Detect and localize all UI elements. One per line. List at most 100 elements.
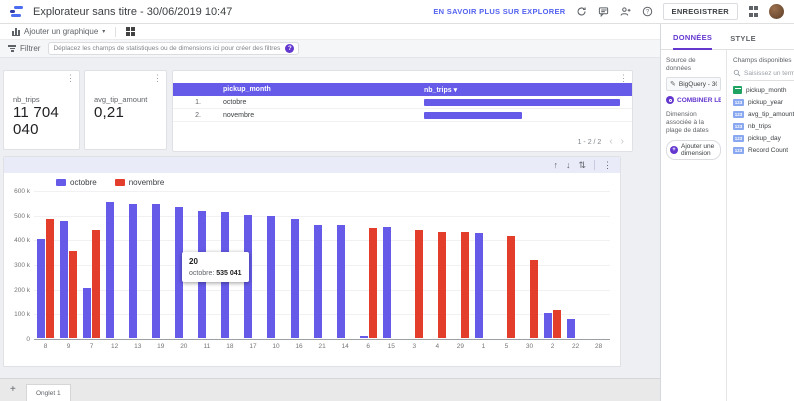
bar-group-30 bbox=[518, 191, 541, 338]
bar-novembre-4[interactable] bbox=[437, 232, 446, 338]
more-options-icon[interactable]: ⋮ bbox=[603, 159, 612, 170]
table-row[interactable]: 1. octobre bbox=[173, 96, 632, 109]
filter-drop-zone[interactable]: Déplacez les champs de statistiques ou d… bbox=[48, 42, 300, 55]
table-row[interactable]: 2. novembre bbox=[173, 109, 632, 122]
sheet-tab-onglet-1[interactable]: Onglet 1 bbox=[26, 384, 71, 401]
bar-group-8 bbox=[34, 191, 57, 338]
fullscreen-icon[interactable] bbox=[747, 5, 760, 18]
bar-octobre-1[interactable] bbox=[474, 233, 483, 338]
learn-more-link[interactable]: EN SAVOIR PLUS SUR EXPLORER bbox=[433, 7, 566, 16]
tab-donnees[interactable]: DONNÉES bbox=[673, 33, 713, 50]
legend-item-novembre[interactable]: novembre bbox=[114, 178, 164, 187]
save-button[interactable]: ENREGISTRER bbox=[662, 3, 738, 20]
bar-group-7 bbox=[80, 191, 103, 338]
sort-icon[interactable]: ⇅ bbox=[578, 159, 586, 170]
bar-group-12 bbox=[103, 191, 126, 338]
bar-novembre-8[interactable] bbox=[46, 219, 55, 338]
bar-novembre-9[interactable] bbox=[69, 251, 78, 338]
bar-series bbox=[34, 191, 610, 338]
field-item-nb-trips[interactable]: 123 nb_trips bbox=[733, 123, 794, 130]
help-icon[interactable]: ? bbox=[641, 5, 654, 18]
filter-help-icon[interactable]: ? bbox=[285, 44, 295, 53]
number-field-icon: 123 bbox=[733, 135, 744, 142]
bar-novembre-2[interactable] bbox=[553, 310, 562, 338]
x-axis-tick: 16 bbox=[295, 343, 303, 350]
field-item-pickup-day[interactable]: 123 pickup_day bbox=[733, 135, 794, 142]
feedback-icon[interactable] bbox=[597, 5, 610, 18]
add-chart-label: Ajouter un graphique bbox=[24, 27, 99, 36]
more-options-icon[interactable]: ⋮ bbox=[619, 73, 628, 83]
field-list: pickup_month 123 pickup_year 123 avg_tip_amo… bbox=[733, 86, 794, 154]
avatar[interactable] bbox=[769, 4, 784, 19]
add-person-icon[interactable] bbox=[619, 5, 632, 18]
bar-octobre-14[interactable] bbox=[336, 225, 345, 338]
x-axis-tick: 14 bbox=[341, 343, 349, 350]
gridline: 200 k bbox=[14, 287, 610, 294]
bar-novembre-7[interactable] bbox=[92, 230, 101, 338]
bar-octobre-15[interactable] bbox=[382, 227, 391, 338]
x-axis-tick: 29 bbox=[456, 343, 464, 350]
legend-item-octobre[interactable]: octobre bbox=[56, 178, 97, 187]
column-header-pickup-month[interactable]: pickup_month bbox=[223, 86, 271, 93]
bar-octobre-22[interactable] bbox=[567, 319, 576, 338]
chart-toolbar: Ajouter un graphique ▾ bbox=[0, 24, 660, 40]
add-sheet-button[interactable]: + bbox=[10, 384, 16, 395]
bar-novembre-6[interactable] bbox=[368, 228, 377, 338]
column-header-nb-trips[interactable]: nb_trips ▾ bbox=[424, 86, 458, 94]
layout-grid-icon[interactable] bbox=[126, 27, 136, 36]
field-item-pickup-month[interactable]: pickup_month bbox=[733, 86, 794, 94]
bar-octobre-16[interactable] bbox=[290, 219, 299, 338]
x-axis-tick: 21 bbox=[318, 343, 326, 350]
table-card[interactable]: ⋮ pickup_month nb_trips ▾ 1. octobre 2. nov… bbox=[172, 70, 633, 152]
bar-octobre-10[interactable] bbox=[267, 216, 276, 338]
refresh-icon[interactable] bbox=[575, 5, 588, 18]
row-index: 1. bbox=[195, 98, 201, 106]
bar-novembre-3[interactable] bbox=[414, 230, 423, 338]
blend-data-button[interactable]: COMBINER LES DONNÉES bbox=[666, 96, 721, 104]
x-axis-tick: 5 bbox=[504, 343, 509, 350]
bar-octobre-21[interactable] bbox=[313, 225, 322, 338]
source-label: Source de données bbox=[666, 57, 696, 72]
legend-swatch bbox=[114, 179, 125, 186]
field-item-avg-tip-amount[interactable]: 123 avg_tip_amount bbox=[733, 111, 794, 118]
tooltip-title: 20 bbox=[189, 257, 198, 266]
sheet-tab-bar: + Onglet 1 bbox=[0, 378, 660, 401]
y-axis-label: 200 k bbox=[14, 286, 30, 294]
bar-chart-icon bbox=[12, 27, 20, 36]
row-value-bar bbox=[424, 98, 620, 106]
more-options-icon[interactable]: ⋮ bbox=[153, 73, 162, 83]
bar-octobre-19[interactable] bbox=[152, 204, 161, 338]
bar-octobre-8[interactable] bbox=[37, 239, 46, 338]
tab-style[interactable]: STYLE bbox=[730, 34, 756, 43]
scorecard-avg-tip-amount[interactable]: ⋮ avg_tip_amount 0,21 bbox=[84, 70, 167, 150]
bar-octobre-9[interactable] bbox=[60, 221, 69, 338]
y-axis-label: 400 k bbox=[14, 237, 30, 245]
add-chart-button[interactable]: Ajouter un graphique ▾ bbox=[12, 27, 105, 36]
bar-octobre-7[interactable] bbox=[83, 288, 92, 338]
bar-octobre-20[interactable] bbox=[175, 207, 184, 338]
add-dimension-button[interactable]: + Ajouter une dimension bbox=[666, 140, 721, 160]
page-next-icon[interactable]: › bbox=[620, 136, 624, 147]
move-down-icon[interactable]: ↓ bbox=[565, 159, 571, 170]
gridline: 500 k bbox=[14, 213, 610, 220]
move-up-icon[interactable]: ↑ bbox=[553, 159, 558, 170]
bar-novembre-30[interactable] bbox=[530, 260, 538, 338]
x-axis-tick: 4 bbox=[435, 343, 440, 350]
bar-group-16 bbox=[288, 191, 311, 338]
bar-novembre-5[interactable] bbox=[506, 236, 515, 338]
page-previous-icon[interactable]: ‹ bbox=[609, 136, 613, 147]
bar-octobre-6[interactable] bbox=[359, 336, 368, 338]
field-search-input[interactable]: Saisissez un terme à re bbox=[733, 69, 794, 81]
bar-octobre-13[interactable] bbox=[129, 204, 138, 338]
scorecard-nb-trips[interactable]: ⋮ nb_trips 11 704 040 bbox=[3, 70, 80, 150]
bar-chart-card[interactable]: ↑ ↓ ⇅ ⋮ octobre novembre 600 k 500 k 400 k… bbox=[3, 156, 621, 367]
more-options-icon[interactable]: ⋮ bbox=[66, 73, 75, 83]
x-axis-tick: 8 bbox=[43, 343, 48, 350]
field-item-record-count[interactable]: 123 Record Count bbox=[733, 147, 794, 154]
field-item-pickup-year[interactable]: 123 pickup_year bbox=[733, 99, 794, 106]
bar-novembre-29[interactable] bbox=[460, 232, 469, 338]
bar-octobre-2[interactable] bbox=[544, 313, 553, 338]
bar-octobre-12[interactable] bbox=[106, 202, 115, 338]
y-axis-label: 0 bbox=[26, 336, 30, 343]
data-source-chip[interactable]: ✎ BigQuery - 30/06/... bbox=[666, 77, 721, 91]
